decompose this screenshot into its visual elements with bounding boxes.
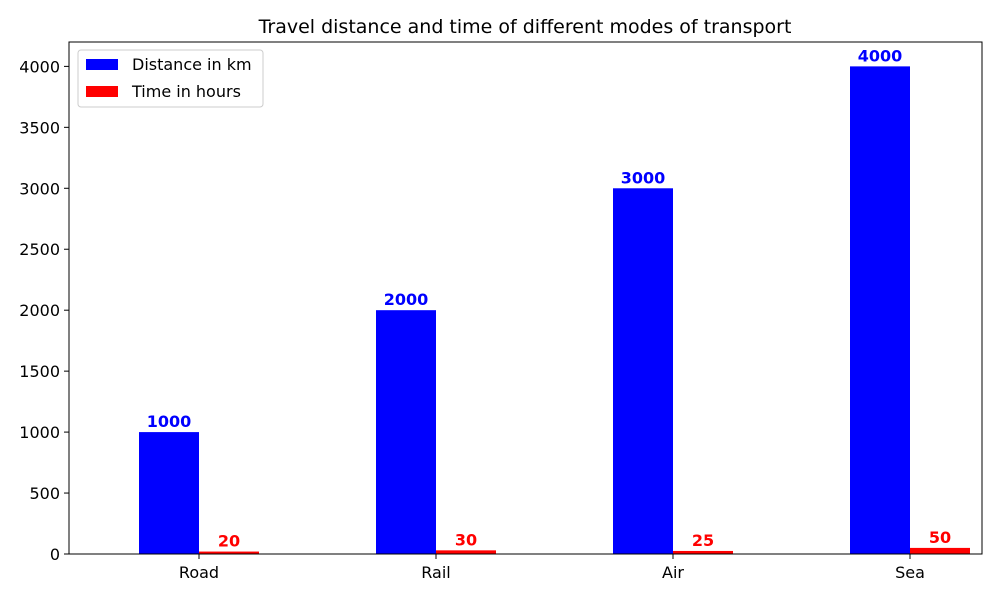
data-label-distance-road: 1000: [147, 412, 192, 431]
y-tick-label: 2500: [19, 240, 60, 259]
plot-frame: [68, 41, 983, 555]
chart-title: Travel distance and time of different mo…: [258, 16, 792, 38]
data-label-distance-rail: 2000: [384, 290, 429, 309]
y-tick-label: 2000: [19, 301, 60, 320]
legend: [77, 49, 264, 108]
x-tick-label-air: Air: [662, 563, 684, 582]
bar-time-rail: [436, 550, 496, 554]
legend-swatch-distance: [86, 59, 118, 70]
legend-label-distance: Distance in km: [132, 55, 252, 74]
data-label-time-rail: 30: [455, 530, 477, 549]
y-tick-label: 4000: [19, 57, 60, 76]
legend-label-time: Time in hours: [131, 82, 241, 101]
bar-distance-rail: [376, 310, 436, 554]
legend-swatch-time: [86, 86, 118, 97]
y-tick-label: 3000: [19, 179, 60, 198]
x-tick-label-road: Road: [179, 563, 219, 582]
bar-distance-air: [613, 188, 673, 555]
y-tick-label: 500: [29, 484, 60, 503]
y-tick-label: 1000: [19, 423, 60, 442]
data-label-time-air: 25: [692, 531, 714, 550]
bar-time-air: [673, 550, 733, 554]
y-tick-label: 0: [50, 545, 60, 564]
y-tick-label: 3500: [19, 118, 60, 137]
data-label-time-sea: 50: [929, 528, 951, 547]
x-tick-label-rail: Rail: [421, 563, 450, 582]
bar-distance-road: [139, 432, 199, 554]
bar-distance-sea: [850, 66, 910, 554]
data-label-distance-air: 3000: [621, 168, 666, 187]
y-tick-label: 1500: [19, 362, 60, 381]
data-label-distance-sea: 4000: [858, 46, 903, 65]
x-tick-label-sea: Sea: [895, 563, 925, 582]
bar-time-road: [199, 551, 259, 554]
bar-time-sea: [910, 547, 970, 554]
data-label-time-road: 20: [218, 532, 240, 551]
